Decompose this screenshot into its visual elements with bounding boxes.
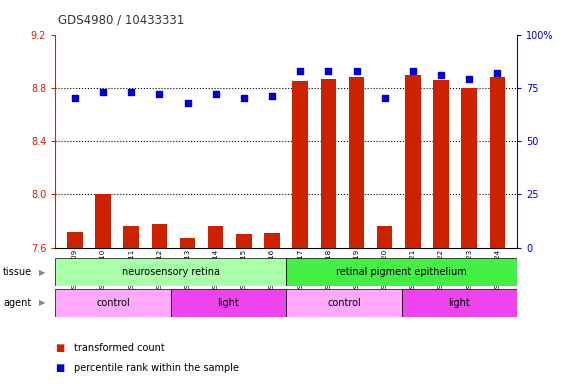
Bar (286, 258, 517, 286)
Text: agent: agent (3, 298, 31, 308)
Point (183, 100, 192, 106)
Bar (349, 77, 364, 248)
Text: neurosensory retina: neurosensory retina (121, 267, 220, 277)
Point (352, 68, 361, 74)
Text: light: light (449, 298, 470, 308)
Bar (55, 258, 286, 286)
Text: tissue: tissue (3, 267, 32, 277)
Bar (490, 77, 505, 248)
Bar (95, 194, 111, 248)
Bar (124, 227, 139, 248)
Point (380, 96, 389, 102)
Bar (67, 232, 83, 248)
Bar (401, 289, 517, 317)
Point (296, 68, 305, 74)
Point (408, 68, 418, 74)
Point (127, 89, 136, 95)
Text: control: control (96, 298, 130, 308)
Point (493, 70, 502, 76)
Bar (405, 74, 421, 248)
Point (436, 72, 446, 78)
Text: ▶: ▶ (38, 298, 45, 308)
Bar (286, 289, 401, 317)
Bar (180, 238, 195, 248)
Point (70, 96, 80, 102)
Text: transformed count: transformed count (74, 343, 164, 353)
Point (211, 91, 220, 97)
Point (324, 68, 333, 74)
Bar (208, 227, 224, 248)
Bar (171, 289, 286, 317)
Bar (152, 224, 167, 248)
Bar (433, 80, 449, 248)
Text: ▶: ▶ (38, 268, 45, 277)
Point (239, 96, 249, 102)
Text: GDS4980 / 10433331: GDS4980 / 10433331 (58, 13, 184, 26)
Bar (236, 234, 252, 248)
Bar (377, 227, 392, 248)
Point (465, 76, 474, 83)
Bar (264, 233, 280, 248)
Bar (55, 289, 171, 317)
Bar (292, 81, 308, 248)
Point (98, 89, 107, 95)
Text: retinal pigment epithelium: retinal pigment epithelium (336, 267, 467, 277)
Text: control: control (327, 298, 361, 308)
Text: light: light (217, 298, 239, 308)
Point (267, 93, 277, 99)
Bar (461, 88, 477, 248)
Text: percentile rank within the sample: percentile rank within the sample (74, 363, 239, 373)
Bar (321, 78, 336, 248)
Text: ■: ■ (55, 363, 64, 373)
Text: ■: ■ (55, 343, 64, 353)
Point (155, 91, 164, 97)
